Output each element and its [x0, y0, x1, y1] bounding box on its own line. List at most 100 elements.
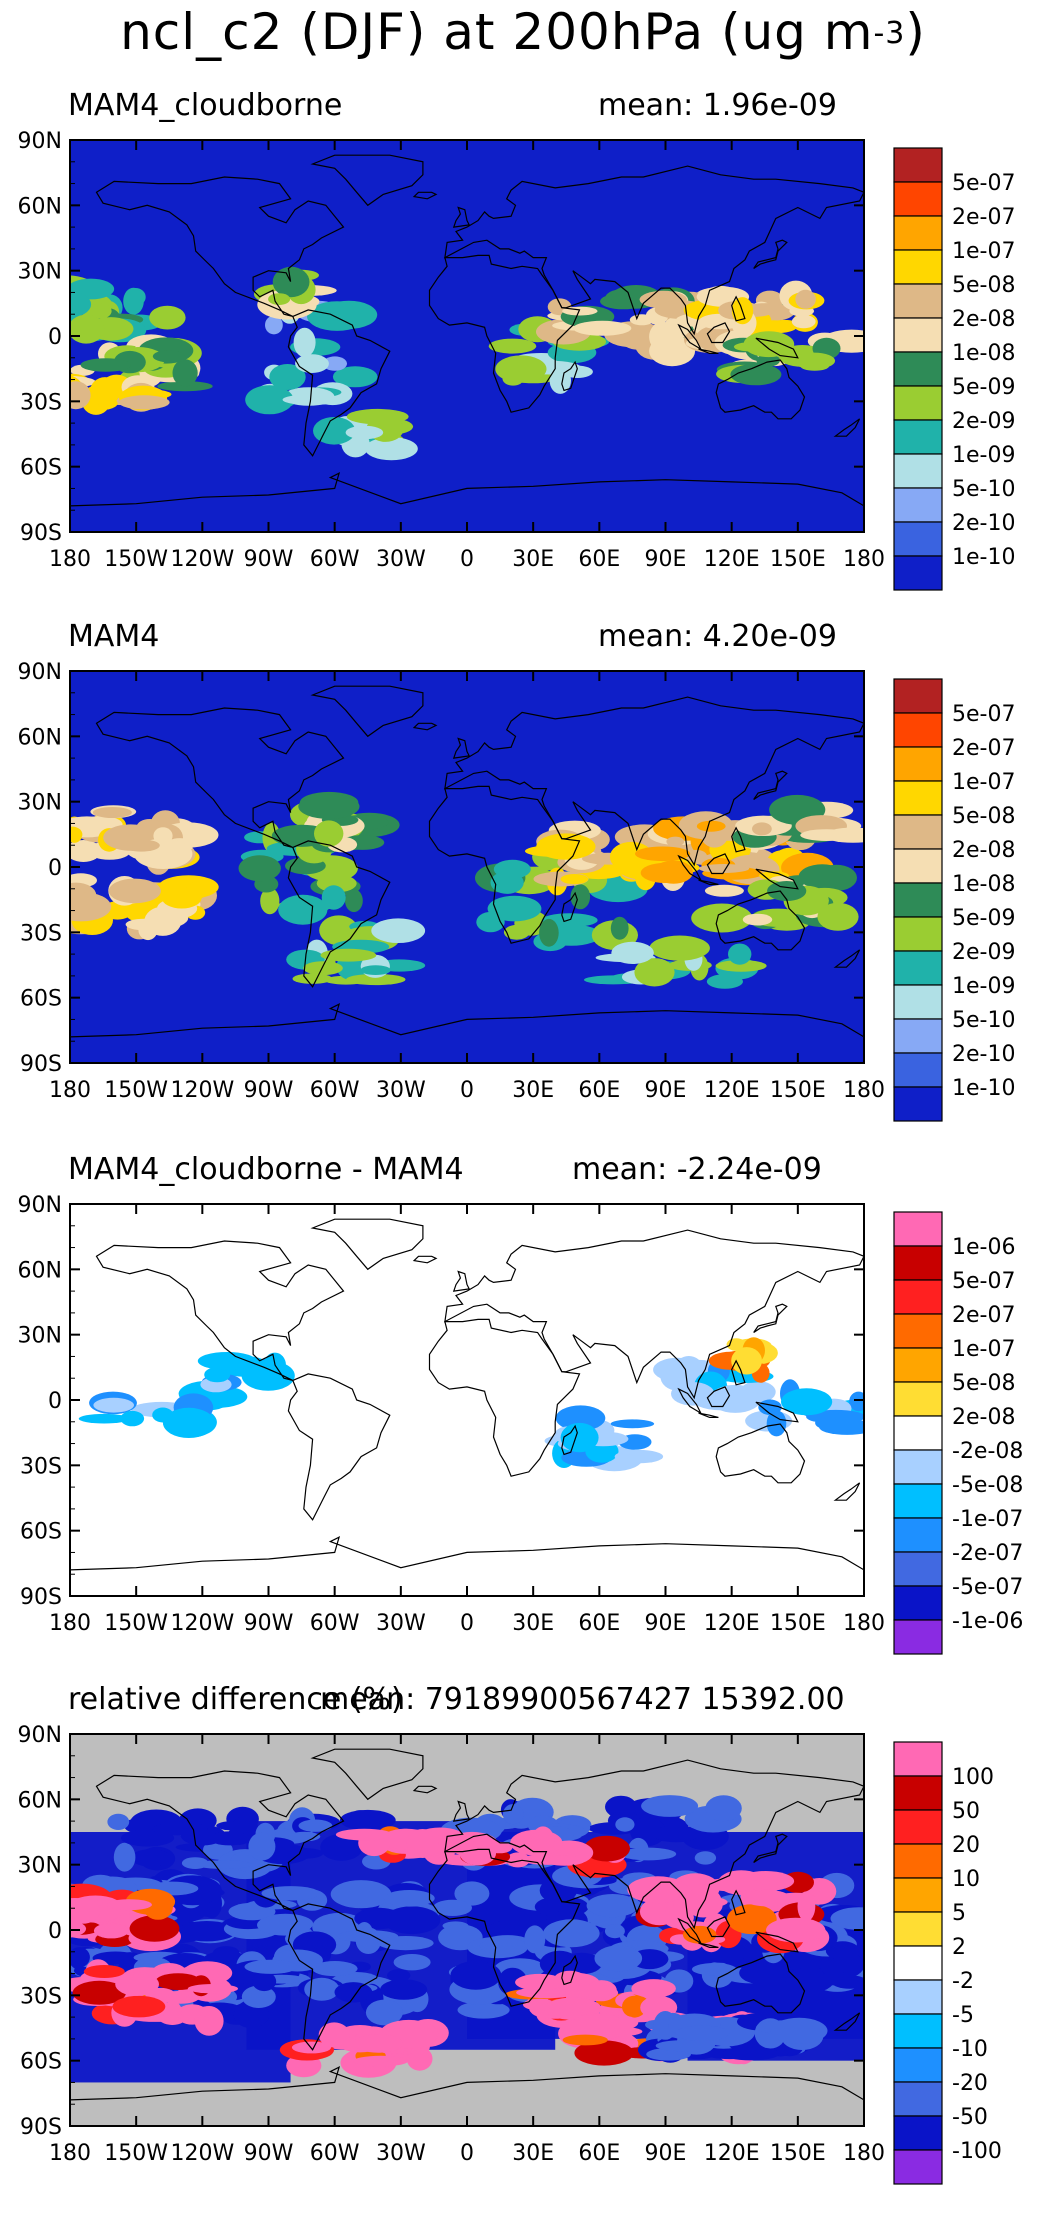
- field-patch: [241, 1985, 276, 2008]
- field-patch: [172, 359, 198, 387]
- field-patch: [197, 2006, 218, 2017]
- field-patch: [743, 331, 795, 358]
- legend-label: 1e-10: [952, 1076, 1015, 1101]
- field-patch: [781, 1388, 833, 1416]
- legend-swatch: [893, 521, 943, 557]
- legend-swatch: [893, 2149, 943, 2185]
- field-patch: [371, 918, 426, 943]
- field-patch: [825, 1941, 860, 1961]
- coastline: [287, 840, 391, 988]
- field-patch: [70, 291, 92, 318]
- coastline: [753, 239, 788, 269]
- field-patch: [817, 902, 859, 931]
- coastline: [731, 1359, 746, 1386]
- field-patch: [163, 1407, 215, 1438]
- coastline: [428, 785, 581, 944]
- field-patch: [70, 314, 105, 344]
- legend-label: 2e-07: [952, 205, 1015, 230]
- field-patch: [113, 1842, 136, 1872]
- coastline: [444, 165, 864, 336]
- field-patch: [698, 864, 750, 873]
- legend-swatch: [893, 1086, 943, 1122]
- map-panel-cloudborne: MAM4_cloudborne mean: 1.96e-09 90N 60N 30N…: [0, 82, 1046, 622]
- legend-label: 2e-09: [952, 409, 1015, 434]
- legend-label: -10: [952, 2037, 988, 2062]
- field-patch: [649, 321, 676, 352]
- field-patch: [130, 1849, 171, 1867]
- legend-label: 5e-09: [952, 375, 1015, 400]
- lon-label: 120E: [704, 1611, 760, 1636]
- field-patch: [573, 320, 632, 336]
- lon-label: 90E: [645, 547, 687, 572]
- coastline: [706, 1386, 731, 1408]
- lon-label: 30W: [376, 547, 426, 572]
- field-patch: [252, 1971, 277, 1992]
- field-patch: [696, 820, 726, 832]
- legend-swatch: [893, 283, 943, 319]
- coastline: [731, 826, 746, 853]
- lon-label: 180: [49, 1078, 91, 1103]
- field-patch: [641, 1795, 699, 1817]
- lon-label: 90E: [645, 1078, 687, 1103]
- coastline: [444, 1759, 864, 1930]
- legend-swatch: [893, 984, 943, 1020]
- legend-swatch: [893, 2013, 943, 2049]
- field-patch: [767, 881, 807, 901]
- legend-label: 2: [952, 1935, 966, 1960]
- coastline: [755, 1931, 799, 1953]
- legend-label: 2e-10: [952, 511, 1015, 536]
- field-patch: [627, 1876, 689, 1904]
- field-patch: [313, 417, 356, 445]
- coastline: [715, 1423, 806, 1484]
- legend-label: -100: [952, 2139, 1002, 2164]
- field-patch: [791, 314, 816, 329]
- field-patch: [604, 1924, 625, 1939]
- legend-swatch: [893, 2081, 943, 2117]
- map-panel-difference: MAM4_cloudborne - MAM4 mean: -2.24e-09 9…: [0, 1146, 1046, 1686]
- field-patch: [797, 1891, 816, 1922]
- field-patch: [353, 2034, 403, 2053]
- field-patch: [793, 352, 836, 369]
- field-patch: [152, 1822, 208, 1836]
- coastline: [698, 879, 719, 885]
- lon-label: 120E: [704, 2141, 760, 2166]
- field-patch: [615, 1817, 635, 1832]
- coastline: [706, 853, 731, 875]
- legend-label: 5: [952, 1901, 966, 1926]
- field-patch: [269, 364, 306, 390]
- field-patch: [149, 305, 186, 330]
- field-patch: [335, 1828, 393, 1841]
- field-patch: [89, 303, 112, 319]
- legend-swatch: [893, 780, 943, 816]
- field-patch: [365, 437, 418, 461]
- lat-label: 60S: [20, 456, 62, 481]
- coastline: [310, 154, 424, 207]
- legend-label: 5e-09: [952, 906, 1015, 931]
- coastline: [833, 2012, 861, 2031]
- lon-label: 180: [843, 1078, 885, 1103]
- lon-label: 180: [843, 1611, 885, 1636]
- lat-label: 60N: [18, 725, 62, 750]
- coastline: [428, 1318, 581, 1477]
- field-patch: [298, 794, 360, 819]
- field-patch: [502, 1804, 524, 1825]
- lon-label: 30W: [376, 2141, 426, 2166]
- lat-label: 30S: [20, 1984, 62, 2009]
- legend-label: 2e-07: [952, 1303, 1015, 1328]
- field-patch: [248, 1832, 276, 1861]
- field-patch: [349, 1810, 371, 1828]
- field-patch: [355, 1927, 382, 1954]
- lon-label: 30W: [376, 1611, 426, 1636]
- legend-label: 10: [952, 1867, 980, 1892]
- coastline: [70, 2066, 864, 2126]
- lon-label: 150W: [104, 1611, 168, 1636]
- field-patch: [177, 1921, 237, 1942]
- field-patch: [278, 894, 328, 925]
- coastline: [428, 254, 581, 413]
- legend-swatch: [893, 1381, 943, 1417]
- coastline: [755, 337, 799, 359]
- lon-label: 0: [460, 2141, 474, 2166]
- lon-label: 150W: [104, 547, 168, 572]
- field-patch: [238, 855, 281, 882]
- lon-label: 60W: [310, 1078, 360, 1103]
